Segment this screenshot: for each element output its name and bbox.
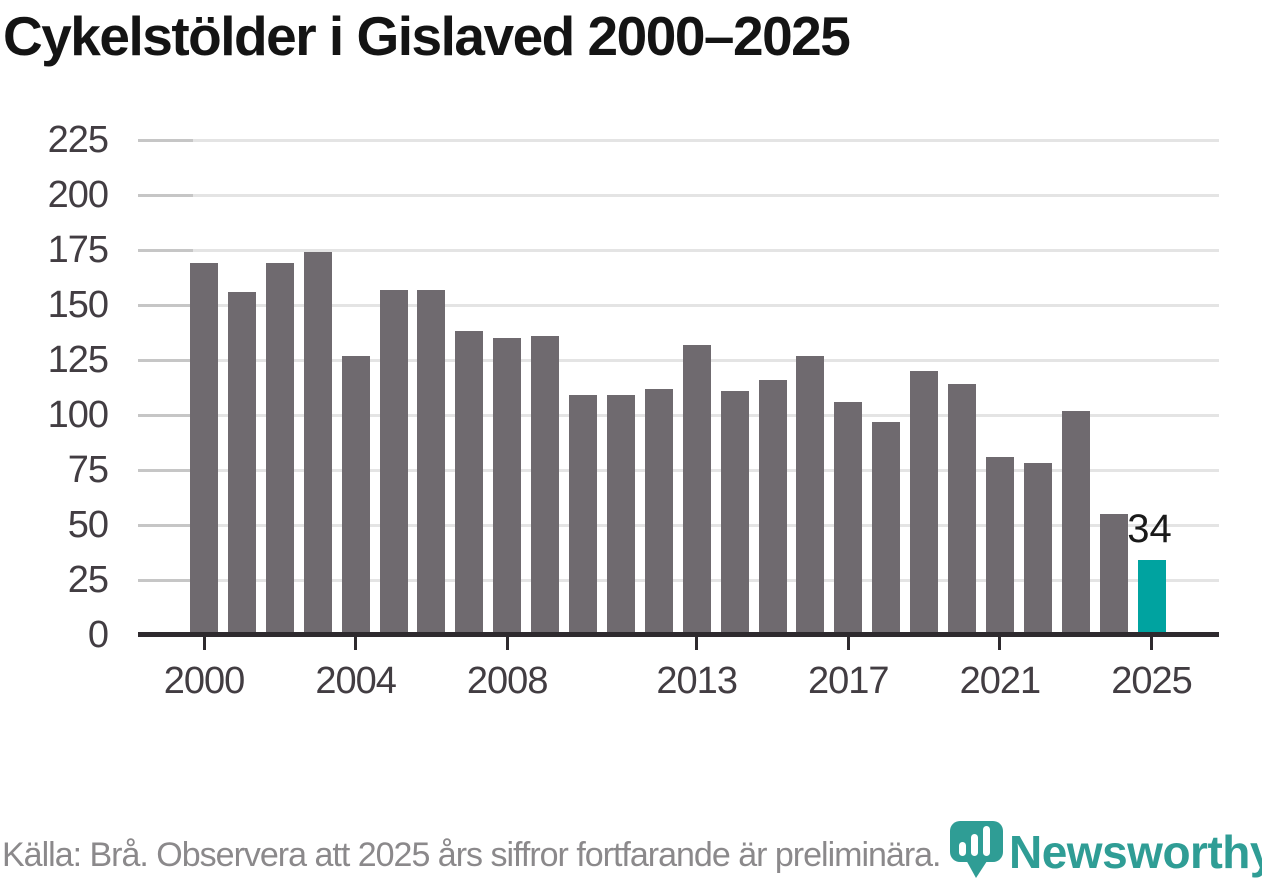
y-axis-tick-150 [138,303,193,307]
y-axis-tick-50 [138,523,193,527]
gridline-25 [138,578,1219,582]
newsworthy-logo: Newsworthy [949,820,1262,879]
bar-2007 [455,331,484,635]
bar-value-label: 34 [1127,507,1172,551]
x-axis-tick-2004 [354,637,358,650]
gridline-175 [138,248,1219,252]
y-axis-tick-25 [138,578,193,582]
bar-2000 [190,263,218,635]
y-axis-label-225: 225 [47,119,109,161]
bar-2016 [796,355,825,635]
bar-2002 [265,263,294,635]
y-axis-tick-200 [138,193,193,197]
bar-2011 [606,395,635,635]
newsworthy-wordmark: Newsworthy [1009,826,1262,878]
y-axis-label-50: 50 [67,504,109,546]
gridline-50 [138,523,1219,527]
y-axis-label-75: 75 [67,449,109,491]
gridline-200 [138,193,1219,197]
bar-2018 [872,421,901,635]
y-axis-label-200: 200 [47,174,109,216]
bar-2024 [1099,514,1128,635]
bar-2015 [758,379,787,635]
bar-2004 [341,355,370,635]
bar-2012 [644,388,673,635]
x-axis-tick-2008 [505,637,509,650]
x-axis-label-2025: 2025 [1111,660,1193,702]
newsworthy-pin-bar-chart-icon [950,821,1003,878]
bar-2017 [834,401,863,635]
bar-2008 [493,338,522,635]
bar-2010 [569,395,597,635]
y-axis-label-125: 125 [47,339,109,381]
bar-2013 [682,344,711,635]
x-axis-label-2013: 2013 [656,660,738,702]
bar-2009 [531,335,560,635]
y-axis-label-150: 150 [47,284,109,326]
bar-2023 [1061,410,1090,635]
y-axis-label-25: 25 [67,559,109,601]
y-axis-tick-125 [138,358,193,362]
x-axis-label-2008: 2008 [466,660,549,702]
chart-title: Cykelstölder i Gislaved 2000–2025 [3,5,851,67]
gridline-225 [138,138,1219,142]
y-axis-tick-175 [138,248,193,252]
gridline-75 [138,468,1219,472]
gridline-125 [138,358,1219,362]
y-axis-label-100: 100 [47,394,109,436]
x-axis-tick-2013 [695,637,699,650]
x-axis-line [138,632,1219,637]
y-axis-tick-75 [138,468,193,472]
bar-2022 [1023,463,1052,635]
bar-2003 [303,252,332,635]
y-axis-tick-100 [138,413,193,417]
bar-2014 [720,390,749,635]
x-axis-tick-2025 [1150,637,1153,650]
bar-2005 [379,289,408,635]
x-axis-tick-2021 [998,637,1002,650]
bar-2006 [417,289,446,635]
gridline-100 [138,413,1219,417]
x-axis-label-2000: 2000 [163,660,246,702]
x-axis-label-2021: 2021 [959,660,1042,702]
y-axis-label-175: 175 [47,229,109,271]
x-axis-tick-2017 [846,637,850,650]
source-note: Källa: Brå. Observera att 2025 års siffr… [2,836,941,874]
bar-2025 [1137,560,1166,635]
bar-2021 [985,456,1014,635]
bar-2020 [948,384,976,635]
bar-2019 [910,371,939,635]
y-axis-tick-225 [138,138,193,142]
gridline-150 [138,303,1219,307]
x-axis-label-2004: 2004 [315,660,397,702]
x-axis-tick-2000 [202,637,206,650]
x-axis-label-2017: 2017 [808,660,890,702]
y-axis-label-0: 0 [87,614,109,656]
bar-2001 [227,291,256,635]
